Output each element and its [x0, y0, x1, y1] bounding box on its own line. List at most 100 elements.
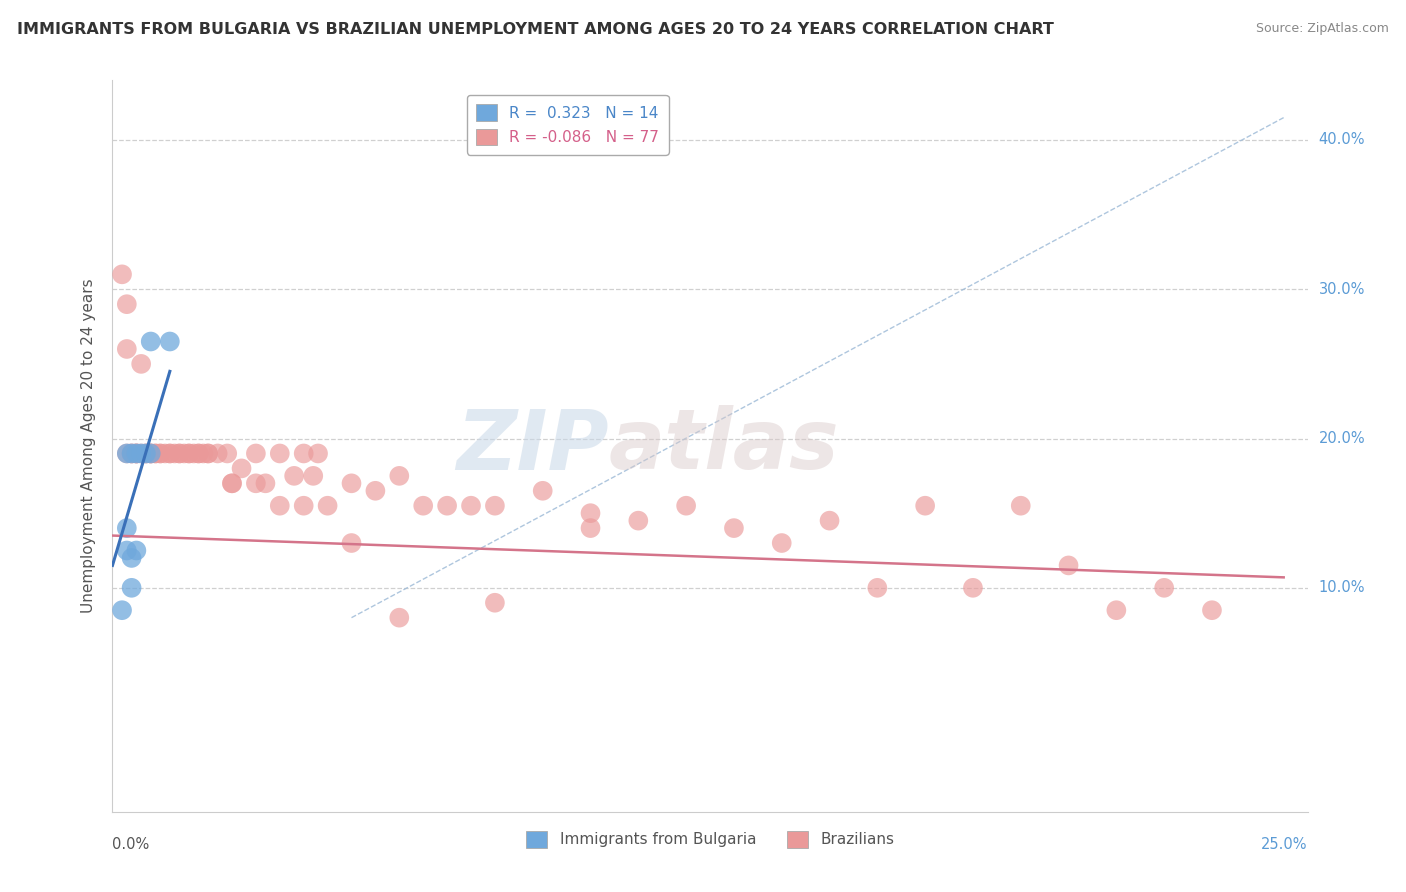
Legend: Immigrants from Bulgaria, Brazilians: Immigrants from Bulgaria, Brazilians [519, 823, 901, 855]
Point [1057, 558, 1080, 573]
Point [460, 499, 482, 513]
Point [866, 581, 889, 595]
Point [269, 446, 291, 460]
Text: IMMIGRANTS FROM BULGARIA VS BRAZILIAN UNEMPLOYMENT AMONG AGES 20 TO 24 YEARS COR: IMMIGRANTS FROM BULGARIA VS BRAZILIAN UN… [17, 22, 1053, 37]
Point [292, 499, 315, 513]
Point [579, 506, 602, 520]
Point [1105, 603, 1128, 617]
Point [125, 543, 148, 558]
Point [149, 446, 172, 460]
Point [818, 514, 841, 528]
Point [1153, 581, 1175, 595]
Point [388, 610, 411, 624]
Text: ZIP: ZIP [456, 406, 609, 486]
Point [121, 551, 143, 566]
Point [125, 446, 148, 460]
Point [316, 499, 339, 513]
Point [183, 446, 205, 460]
Point [436, 499, 458, 513]
Point [125, 446, 148, 460]
Point [197, 446, 219, 460]
Point [197, 446, 219, 460]
Point [484, 596, 506, 610]
Text: 40.0%: 40.0% [1319, 133, 1365, 147]
Text: 25.0%: 25.0% [1261, 837, 1308, 852]
Point [962, 581, 984, 595]
Point [169, 446, 191, 460]
Point [139, 446, 162, 460]
Point [914, 499, 936, 513]
Point [135, 446, 157, 460]
Text: 10.0%: 10.0% [1319, 581, 1365, 595]
Point [139, 446, 162, 460]
Point [115, 297, 138, 311]
Point [153, 446, 176, 460]
Point [193, 446, 215, 460]
Text: 30.0%: 30.0% [1319, 282, 1365, 297]
Point [111, 268, 134, 282]
Point [111, 603, 134, 617]
Point [187, 446, 209, 460]
Point [135, 446, 157, 460]
Point [531, 483, 554, 498]
Point [159, 446, 181, 460]
Point [129, 446, 152, 460]
Point [135, 446, 157, 460]
Point [187, 446, 209, 460]
Point [245, 446, 267, 460]
Point [125, 446, 148, 460]
Point [115, 446, 138, 460]
Point [163, 446, 186, 460]
Point [283, 468, 305, 483]
Point [129, 446, 152, 460]
Point [121, 446, 143, 460]
Point [484, 499, 506, 513]
Point [1010, 499, 1032, 513]
Point [115, 543, 138, 558]
Point [129, 357, 152, 371]
Point [115, 446, 138, 460]
Point [145, 446, 167, 460]
Point [173, 446, 195, 460]
Point [139, 334, 162, 349]
Y-axis label: Unemployment Among Ages 20 to 24 years: Unemployment Among Ages 20 to 24 years [80, 278, 96, 614]
Point [245, 476, 267, 491]
Point [412, 499, 434, 513]
Point [388, 468, 411, 483]
Point [139, 446, 162, 460]
Point [307, 446, 329, 460]
Text: 20.0%: 20.0% [1319, 431, 1365, 446]
Point [169, 446, 191, 460]
Point [1201, 603, 1223, 617]
Point [269, 499, 291, 513]
Text: atlas: atlas [609, 406, 839, 486]
Point [221, 476, 243, 491]
Point [125, 446, 148, 460]
Text: 0.0%: 0.0% [112, 837, 149, 852]
Point [364, 483, 387, 498]
Point [217, 446, 239, 460]
Point [302, 468, 325, 483]
Point [177, 446, 200, 460]
Point [254, 476, 277, 491]
Point [579, 521, 602, 535]
Point [723, 521, 745, 535]
Point [340, 476, 363, 491]
Point [115, 342, 138, 356]
Point [121, 581, 143, 595]
Point [292, 446, 315, 460]
Point [231, 461, 253, 475]
Point [340, 536, 363, 550]
Point [675, 499, 697, 513]
Point [159, 334, 181, 349]
Point [207, 446, 229, 460]
Point [121, 446, 143, 460]
Point [121, 446, 143, 460]
Point [770, 536, 793, 550]
Point [149, 446, 172, 460]
Text: Source: ZipAtlas.com: Source: ZipAtlas.com [1256, 22, 1389, 36]
Point [115, 521, 138, 535]
Point [145, 446, 167, 460]
Point [159, 446, 181, 460]
Point [139, 446, 162, 460]
